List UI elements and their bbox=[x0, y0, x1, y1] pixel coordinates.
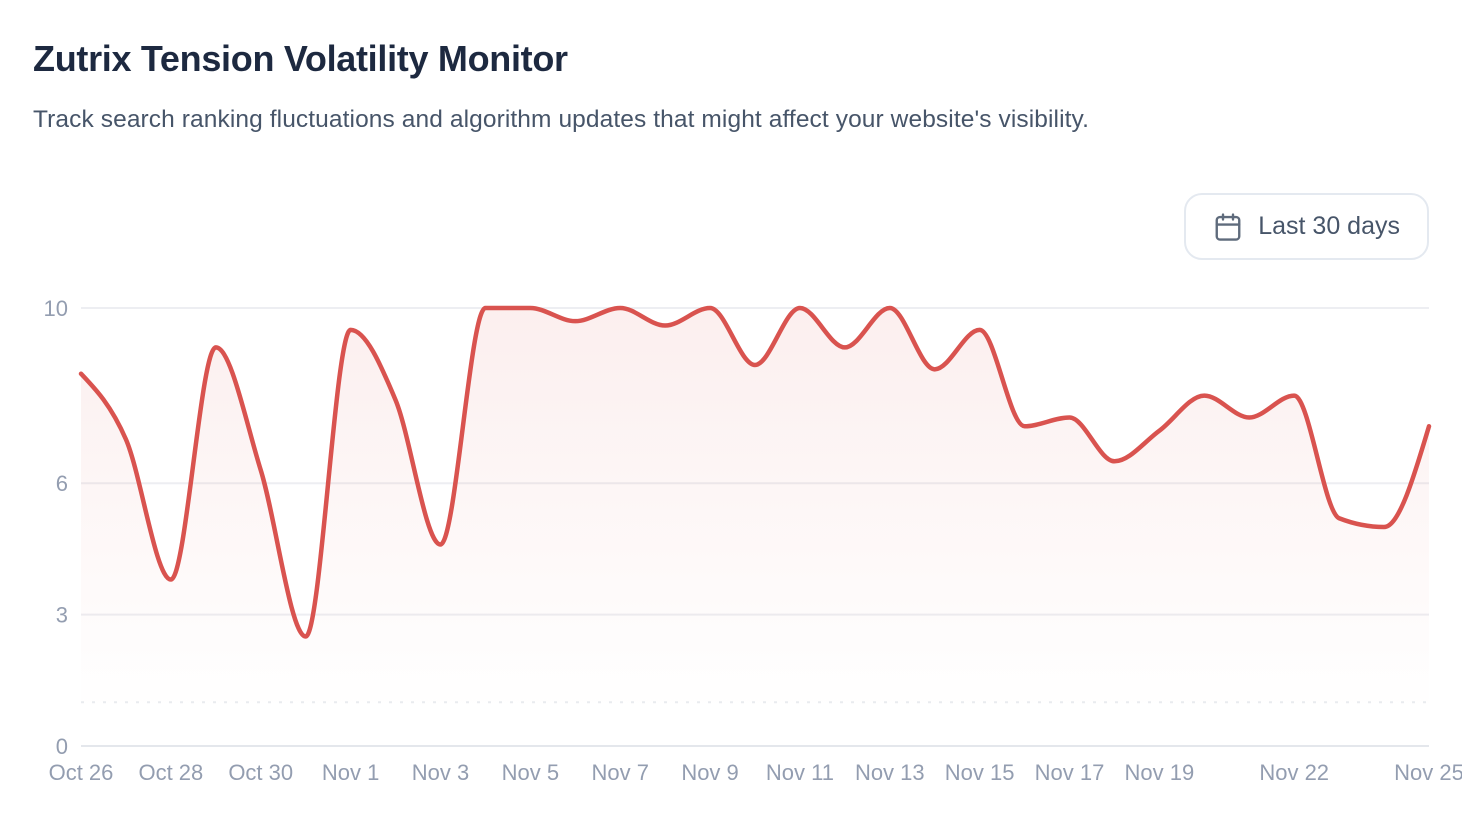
x-tick-label: Nov 17 bbox=[1035, 760, 1105, 785]
x-tick-label: Nov 15 bbox=[945, 760, 1015, 785]
y-tick-label: 10 bbox=[44, 296, 68, 321]
x-tick-label: Nov 13 bbox=[855, 760, 925, 785]
volatility-area-fill bbox=[81, 308, 1429, 746]
x-tick-label: Nov 25 bbox=[1394, 760, 1462, 785]
x-tick-label: Nov 22 bbox=[1259, 760, 1329, 785]
x-tick-label: Nov 7 bbox=[591, 760, 648, 785]
y-tick-label: 6 bbox=[56, 471, 68, 496]
x-tick-label: Nov 9 bbox=[681, 760, 738, 785]
calendar-icon bbox=[1213, 212, 1243, 242]
page-subtitle: Track search ranking fluctuations and al… bbox=[33, 106, 1089, 133]
x-tick-label: Oct 28 bbox=[138, 760, 203, 785]
x-tick-label: Nov 19 bbox=[1125, 760, 1195, 785]
x-tick-label: Nov 1 bbox=[322, 760, 379, 785]
x-tick-label: Oct 26 bbox=[49, 760, 114, 785]
x-tick-label: Nov 3 bbox=[412, 760, 469, 785]
x-tick-label: Nov 5 bbox=[502, 760, 559, 785]
x-tick-label: Oct 30 bbox=[228, 760, 293, 785]
page-title: Zutrix Tension Volatility Monitor bbox=[33, 38, 568, 79]
y-tick-label: 3 bbox=[56, 603, 68, 628]
x-tick-label: Nov 11 bbox=[766, 760, 834, 785]
date-range-button[interactable]: Last 30 days bbox=[1184, 193, 1429, 260]
y-tick-label: 0 bbox=[56, 734, 68, 759]
volatility-line bbox=[78, 305, 1432, 639]
date-range-label: Last 30 days bbox=[1258, 212, 1400, 240]
